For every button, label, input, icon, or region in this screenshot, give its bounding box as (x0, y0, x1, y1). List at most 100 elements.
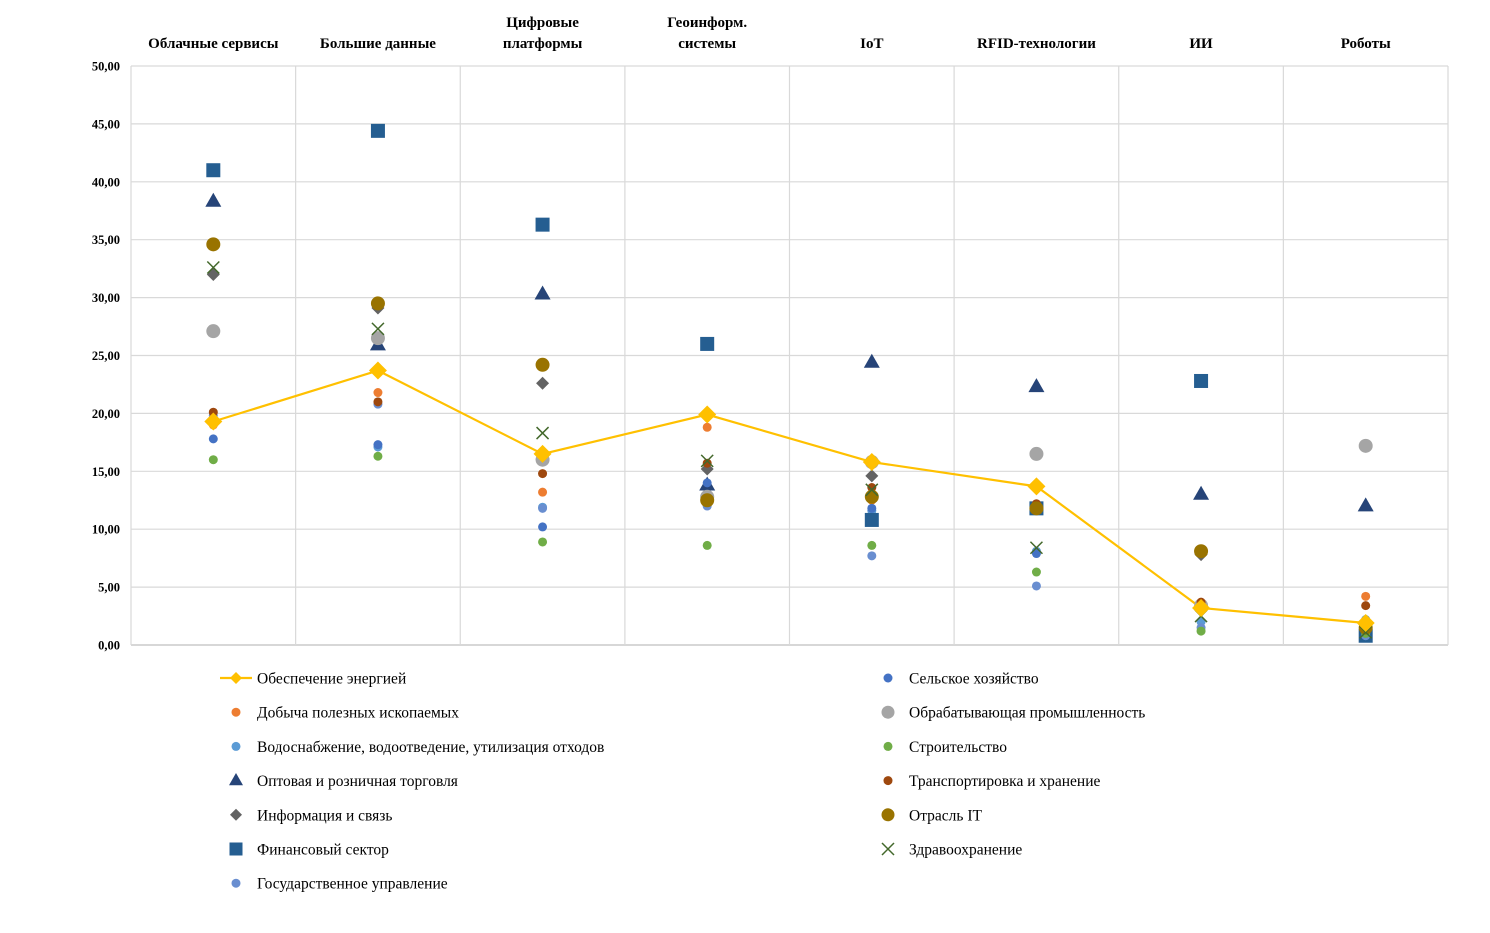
legend-label: Обрабатывающая промышленность (909, 705, 1145, 722)
data-point (864, 512, 879, 527)
data-point (533, 444, 552, 463)
y-tick-label: 50,00 (92, 60, 120, 74)
legend-label: Государственное управление (257, 876, 448, 893)
legend-marker (881, 808, 895, 822)
legend-marker (883, 776, 893, 786)
legend-label: Финансовый сектор (257, 842, 389, 859)
data-point (536, 376, 550, 390)
data-marks (204, 123, 1375, 643)
y-tick-label: 5,00 (98, 581, 120, 595)
data-point (1194, 544, 1209, 559)
data-point (864, 489, 879, 504)
category-label: ИИ (1189, 36, 1213, 52)
data-point (867, 503, 877, 513)
category-label: Цифровые платформы (503, 15, 583, 52)
data-point (1361, 591, 1371, 601)
data-point (371, 322, 385, 336)
y-tick-label: 30,00 (92, 291, 120, 305)
data-point (370, 331, 385, 346)
category-label: Геоинформ. системы (667, 15, 747, 52)
data-point (206, 324, 221, 339)
data-point (700, 454, 714, 468)
legend: Обеспечение энергией Добыча полезных иско… (220, 671, 1145, 893)
data-point (1194, 373, 1209, 388)
data-point (538, 469, 548, 479)
data-point (863, 353, 880, 368)
data-point (1358, 438, 1373, 453)
legend-marker (230, 808, 242, 821)
y-tick-label: 35,00 (92, 233, 120, 247)
legend-marker (229, 842, 243, 856)
data-point (204, 412, 223, 431)
data-point (698, 405, 717, 424)
data-point (702, 478, 712, 488)
data-point (1029, 541, 1043, 555)
legend-marker (231, 707, 241, 717)
data-point (208, 434, 218, 444)
legend-label: Транспортировка и хранение (909, 773, 1101, 790)
data-point (373, 397, 383, 407)
data-point (368, 361, 387, 380)
data-point (536, 426, 550, 440)
legend-marker (229, 773, 243, 786)
legend-marker (230, 672, 242, 684)
category-label: Облачные сервисы (148, 36, 279, 52)
data-point (862, 453, 881, 472)
data-point (538, 522, 548, 532)
data-point (206, 163, 221, 178)
y-tick-label: 0,00 (98, 639, 120, 653)
data-point (702, 422, 712, 432)
legend-label: Здравоохранение (909, 842, 1022, 859)
y-tick-label: 45,00 (92, 117, 120, 131)
data-point (1031, 549, 1041, 559)
legend-marker (231, 878, 241, 888)
legend-label: Информация и связь (257, 807, 392, 824)
data-point (1027, 477, 1046, 496)
data-point (1357, 497, 1374, 512)
legend-marker (881, 842, 895, 856)
data-point (373, 388, 383, 398)
data-point (700, 493, 715, 508)
data-point (1196, 626, 1206, 636)
legend-label: Отрасль IT (909, 807, 983, 824)
series-line (212, 369, 1366, 625)
data-point (538, 503, 548, 513)
y-tick-label: 40,00 (92, 175, 120, 189)
data-point (373, 440, 383, 450)
data-point (535, 357, 550, 372)
data-point (538, 487, 548, 497)
legend-label: Водоснабжение, водоотведение, утилизация… (257, 739, 604, 756)
data-point (1028, 378, 1045, 393)
legend-marker (883, 741, 893, 751)
data-point (206, 237, 221, 252)
data-point (867, 551, 877, 561)
grid (130, 65, 1449, 646)
data-point (1029, 501, 1044, 516)
data-point (208, 407, 218, 417)
data-point (1192, 598, 1211, 617)
data-point (1361, 601, 1371, 611)
data-point (867, 483, 877, 493)
y-tick-label: 15,00 (92, 465, 120, 479)
legend-label: Сельское хозяйство (909, 671, 1039, 688)
y-tick-label: 10,00 (92, 523, 120, 537)
data-point (865, 469, 879, 483)
data-point (373, 451, 383, 461)
data-point (205, 192, 222, 207)
category-label: RFID-технологии (977, 36, 1096, 52)
data-point (206, 267, 220, 281)
data-point (867, 540, 877, 550)
data-point (702, 540, 712, 550)
data-point (535, 217, 550, 232)
data-point (534, 285, 551, 300)
data-point (1356, 613, 1375, 632)
legend-label: Оптовая и розничная торговля (257, 773, 458, 790)
category-labels: Облачные сервисы Большие данные Цифровые пл… (148, 15, 1391, 52)
data-point (1359, 625, 1373, 639)
data-point (1193, 485, 1210, 500)
data-point (370, 123, 385, 138)
legend-marker (231, 741, 241, 751)
data-point (1029, 446, 1044, 461)
data-point (1031, 567, 1041, 577)
